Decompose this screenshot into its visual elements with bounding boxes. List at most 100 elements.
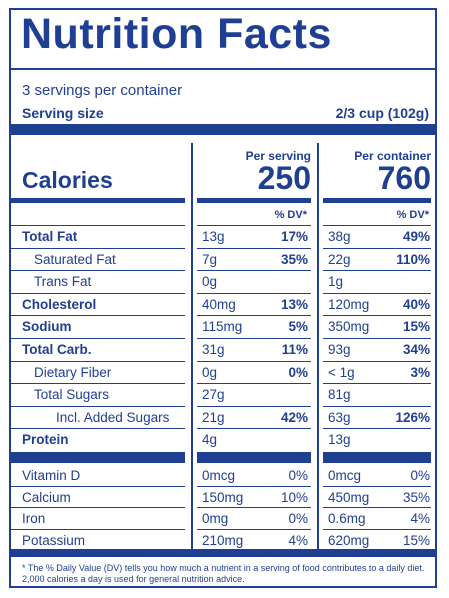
title-divider [11, 68, 435, 70]
vitamin-container-amount: 0mcg [328, 468, 362, 483]
vitamin-serving-amount: 210mg [202, 532, 244, 548]
serving-amount: 21g [202, 409, 225, 425]
nutrient-divider-1 [197, 428, 311, 430]
daily-value-footnote: * The % Daily Value (DV) tells you how m… [22, 563, 425, 584]
calories-label: Calories [22, 167, 113, 193]
serving-amount: 7g [202, 251, 218, 267]
vitamin-container-percent: 35% [402, 489, 430, 505]
per-container-header: Per container [354, 149, 431, 163]
nutrient-label: Trans Fat [34, 274, 92, 290]
vitamin-label: Potassium [22, 532, 86, 548]
thick-divider-vitamins-left [11, 452, 185, 463]
vitamin-divider-1 [197, 507, 311, 508]
vitamin-serving-percent: 0% [288, 468, 308, 483]
vitamin-container-amount: 620mg [328, 532, 370, 548]
calories-per-container: 760 [377, 160, 431, 196]
nutrient-divider-1 [197, 360, 311, 362]
nutrient-divider-0 [11, 292, 185, 294]
serving-percent-dv: 35% [280, 251, 308, 267]
nutrient-divider-2 [323, 315, 431, 317]
nutrient-label: Protein [22, 432, 69, 448]
nutrient-label: Total Carb. [22, 342, 92, 357]
vitamin-container-percent: 15% [402, 532, 430, 548]
container-amount: 13g [328, 432, 351, 448]
vitamin-container-percent: 4% [410, 511, 430, 526]
nutrient-divider-2 [323, 270, 431, 272]
column-divider-right [317, 143, 319, 553]
calories-divider-left [11, 198, 185, 203]
serving-amount: 4g [202, 432, 218, 448]
serving-amount: 31g [202, 342, 225, 357]
container-amount: 22g [328, 251, 351, 267]
serving-amount: 0g [202, 274, 218, 290]
vitamin-container-amount: 0.6mg [328, 511, 366, 526]
container-percent-dv: 34% [402, 342, 430, 357]
nutrient-divider-1 [197, 225, 311, 226]
servings-per-container: 3 servings per container [22, 82, 183, 99]
thick-divider-bottom [11, 549, 435, 557]
column-divider-left [191, 143, 193, 553]
serving-amount: 27g [202, 387, 225, 403]
serving-amount: 40mg [202, 296, 236, 312]
vitamin-container-amount: 450mg [328, 489, 370, 505]
serving-percent-dv: 17% [280, 229, 308, 244]
thick-divider-top [11, 124, 435, 135]
container-percent-dv: 40% [402, 296, 430, 312]
nutrient-divider-1 [197, 383, 311, 385]
container-percent-dv: 49% [402, 229, 430, 244]
nutrient-divider-2 [323, 360, 431, 362]
vitamin-serving-amount: 0mcg [202, 468, 236, 483]
nutrient-divider-2 [323, 247, 431, 249]
nutrient-label: Saturated Fat [34, 251, 116, 267]
vitamin-divider-0 [11, 507, 185, 508]
nutrient-divider-0 [11, 405, 185, 407]
serving-amount: 115mg [202, 319, 243, 335]
container-amount: 38g [328, 229, 351, 244]
nutrient-divider-0 [11, 360, 185, 362]
nutrient-divider-0 [11, 225, 185, 226]
vitamin-divider-2 [323, 507, 431, 508]
serving-percent-dv: 13% [280, 296, 308, 312]
serving-amount: 13g [202, 229, 225, 244]
nutrient-label: Total Fat [22, 229, 78, 244]
nutrient-label: Dietary Fiber [34, 364, 112, 380]
vitamin-label: Calcium [22, 489, 71, 505]
serving-percent-dv: 0% [288, 364, 308, 380]
vitamin-serving-percent: 4% [288, 532, 308, 548]
dv-header-container: % DV* [396, 209, 429, 221]
container-amount: < 1g [328, 364, 355, 380]
vitamin-label: Iron [22, 511, 46, 526]
container-amount: 350mg [328, 319, 370, 335]
vitamin-divider-1 [197, 528, 311, 530]
vitamin-divider-0 [11, 485, 185, 487]
serving-amount: 0g [202, 364, 218, 380]
serving-percent-dv: 11% [281, 342, 308, 357]
nutrient-divider-1 [197, 270, 311, 272]
nutrient-divider-2 [323, 383, 431, 385]
vitamin-divider-1 [197, 485, 311, 487]
container-percent-dv: 3% [410, 364, 430, 380]
nutrient-divider-0 [11, 270, 185, 272]
nutrition-facts-label: Nutrition Facts 3 servings per container… [9, 8, 437, 588]
vitamin-serving-percent: 0% [288, 511, 308, 526]
vitamin-divider-0 [11, 528, 185, 530]
nutrient-divider-0 [11, 428, 185, 430]
container-amount: 120mg [328, 296, 370, 312]
vitamin-serving-amount: 150mg [202, 489, 244, 505]
nutrient-label: Incl. Added Sugars [56, 409, 170, 425]
vitamin-divider-2 [323, 485, 431, 487]
nutrient-divider-0 [11, 383, 185, 385]
calories-divider-mid [197, 198, 311, 203]
serving-size-value: 2/3 cup (102g) [335, 105, 429, 121]
serving-percent-dv: 42% [280, 409, 308, 425]
nutrient-divider-1 [197, 315, 311, 317]
nutrient-divider-2 [323, 405, 431, 407]
vitamin-serving-percent: 10% [280, 489, 308, 505]
nutrient-divider-2 [323, 292, 431, 294]
vitamin-divider-2 [323, 528, 431, 530]
nutrient-divider-1 [197, 338, 311, 339]
container-percent-dv: 110% [396, 251, 430, 267]
dv-header-serving: % DV* [274, 209, 307, 221]
nutrient-divider-2 [323, 338, 431, 339]
vitamin-serving-amount: 0mg [202, 511, 229, 526]
